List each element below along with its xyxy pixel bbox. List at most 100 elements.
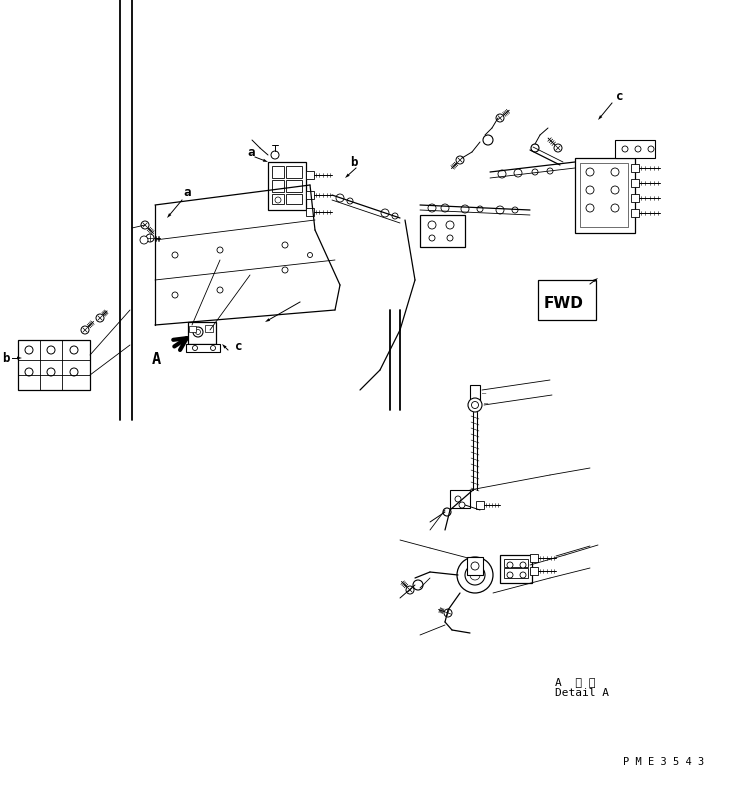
Circle shape: [496, 206, 504, 214]
Circle shape: [461, 205, 469, 213]
Circle shape: [611, 186, 619, 194]
Text: c: c: [616, 90, 623, 103]
Circle shape: [193, 327, 203, 337]
Text: a: a: [183, 187, 191, 199]
Polygon shape: [598, 115, 603, 120]
Circle shape: [457, 557, 493, 593]
Bar: [500, 555, 532, 583]
Circle shape: [512, 207, 518, 213]
Bar: [470, 385, 480, 401]
Bar: [450, 490, 470, 508]
Polygon shape: [265, 318, 270, 322]
Circle shape: [70, 368, 78, 376]
Circle shape: [447, 235, 453, 241]
Polygon shape: [631, 194, 639, 202]
Bar: [205, 325, 213, 332]
Polygon shape: [530, 554, 538, 562]
Polygon shape: [631, 179, 639, 187]
Circle shape: [531, 144, 539, 152]
Bar: [504, 559, 528, 567]
Bar: [272, 194, 284, 204]
Polygon shape: [593, 278, 598, 282]
Polygon shape: [306, 208, 314, 216]
Polygon shape: [167, 213, 171, 218]
Circle shape: [554, 144, 562, 152]
Circle shape: [25, 368, 33, 376]
Bar: [286, 166, 302, 178]
Polygon shape: [631, 164, 639, 172]
Text: A  詳 細: A 詳 細: [555, 677, 596, 687]
Bar: [188, 322, 216, 344]
Circle shape: [520, 572, 526, 578]
Circle shape: [441, 204, 449, 212]
Circle shape: [635, 146, 641, 152]
Circle shape: [47, 346, 55, 354]
Circle shape: [211, 345, 215, 351]
Text: a: a: [247, 147, 255, 159]
Circle shape: [477, 206, 483, 212]
Bar: [286, 180, 302, 192]
Circle shape: [471, 401, 479, 409]
Circle shape: [282, 242, 288, 248]
Circle shape: [520, 562, 526, 568]
Bar: [186, 344, 220, 352]
Circle shape: [217, 247, 223, 253]
Text: Detail A: Detail A: [555, 688, 609, 698]
Circle shape: [507, 572, 513, 578]
Circle shape: [507, 562, 513, 568]
Circle shape: [456, 156, 464, 164]
Circle shape: [622, 146, 628, 152]
Circle shape: [428, 221, 436, 229]
Circle shape: [307, 252, 312, 257]
Circle shape: [586, 204, 594, 212]
Text: c: c: [235, 340, 243, 353]
Circle shape: [455, 496, 461, 502]
Polygon shape: [631, 209, 639, 217]
Text: —: —: [484, 400, 488, 406]
Circle shape: [483, 135, 493, 145]
Bar: [615, 140, 655, 158]
Text: P M E 3 5 4 3: P M E 3 5 4 3: [623, 757, 704, 767]
Polygon shape: [263, 159, 268, 162]
Circle shape: [465, 565, 485, 585]
Circle shape: [429, 235, 435, 241]
Circle shape: [217, 287, 223, 293]
Circle shape: [446, 221, 454, 229]
Text: FWD: FWD: [544, 296, 584, 312]
Bar: [18, 340, 90, 390]
Circle shape: [146, 234, 154, 242]
Circle shape: [172, 292, 178, 298]
Circle shape: [611, 168, 619, 176]
Polygon shape: [306, 191, 314, 199]
Circle shape: [336, 194, 344, 202]
Polygon shape: [306, 171, 314, 179]
Circle shape: [140, 236, 148, 244]
Text: A: A: [152, 352, 161, 368]
Bar: [272, 166, 284, 178]
Circle shape: [413, 580, 423, 590]
Bar: [467, 557, 483, 575]
Polygon shape: [530, 567, 538, 575]
Bar: [272, 180, 284, 192]
Circle shape: [611, 204, 619, 212]
Polygon shape: [476, 501, 484, 509]
Circle shape: [381, 209, 389, 217]
Bar: [504, 568, 528, 578]
Circle shape: [468, 398, 482, 412]
Circle shape: [586, 186, 594, 194]
Polygon shape: [345, 174, 349, 178]
Circle shape: [25, 346, 33, 354]
Circle shape: [275, 197, 281, 203]
Circle shape: [444, 609, 452, 617]
Circle shape: [496, 114, 504, 122]
Circle shape: [70, 346, 78, 354]
Circle shape: [81, 326, 89, 334]
Circle shape: [459, 502, 465, 508]
Circle shape: [47, 368, 55, 376]
Polygon shape: [222, 344, 226, 348]
Circle shape: [406, 586, 414, 594]
Circle shape: [282, 267, 288, 273]
Circle shape: [471, 562, 479, 570]
Text: b: b: [350, 156, 358, 170]
Bar: [286, 194, 302, 204]
